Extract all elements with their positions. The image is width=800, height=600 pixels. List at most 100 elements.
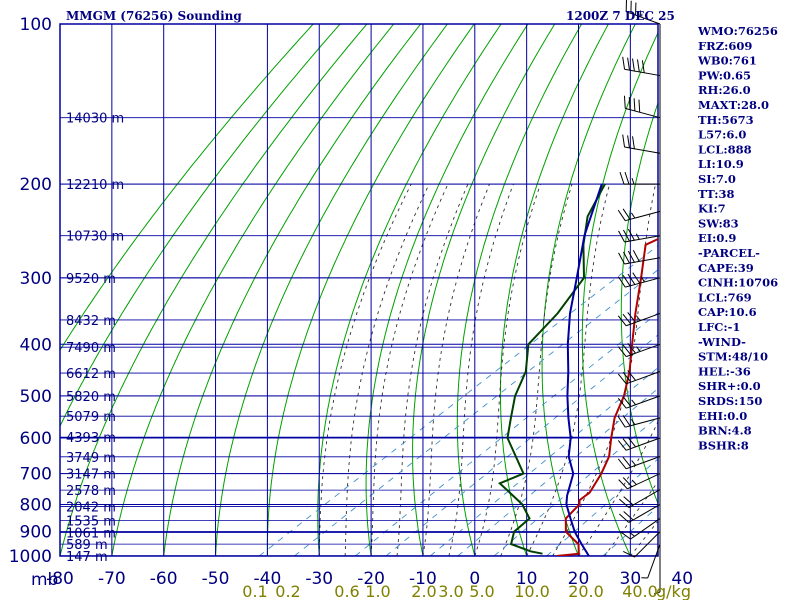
pressure-tick-label: 700 <box>20 465 52 485</box>
mixing-ratio-label: 3.0 <box>438 582 463 600</box>
dry-adiabat <box>499 24 609 556</box>
height-label: 8432 m <box>66 314 116 329</box>
index-line: CAP:10.6 <box>698 305 757 319</box>
pressure-tick-label: 1000 <box>9 547 52 567</box>
wind-barb <box>622 56 661 77</box>
dry-adiabat <box>620 101 658 505</box>
parcel-line <box>565 183 603 556</box>
index-line: WB0:761 <box>697 54 757 68</box>
wind-barb <box>622 134 661 154</box>
moist-adiabat <box>370 183 449 556</box>
height-label: 2578 m <box>66 484 116 499</box>
moist-adiabat <box>422 183 490 556</box>
index-line: SI:7.0 <box>698 172 736 186</box>
index-line: KI:7 <box>698 202 726 216</box>
wind-barb <box>617 456 661 470</box>
dry-adiabat <box>365 24 529 556</box>
height-label: 5820 m <box>66 390 116 405</box>
pressure-tick-label: 600 <box>20 429 52 449</box>
wind-barb <box>617 436 661 451</box>
height-label: 10730 m <box>66 230 124 245</box>
temperature-tick-label: -60 <box>150 569 178 589</box>
temperature-tick-label: -30 <box>305 569 333 589</box>
height-label: 1061 m <box>66 526 116 541</box>
dewpoint-line <box>497 183 606 555</box>
dry-adiabat <box>317 24 502 556</box>
height-label: 7490 m <box>66 341 116 356</box>
index-line: L57:6.0 <box>698 128 746 142</box>
mixing-ratio-label: 10.0 <box>514 582 550 600</box>
dry-adiabat <box>60 24 368 556</box>
index-line: SW:83 <box>698 216 739 230</box>
height-label: 12210 m <box>66 178 124 193</box>
index-line: RH:26.0 <box>698 83 751 97</box>
wind-barb <box>641 543 661 579</box>
temperature-tick-label: 0 <box>469 569 480 589</box>
grid <box>59 23 659 557</box>
temperature-tick-label: -80 <box>46 569 74 589</box>
height-label: 14030 m <box>66 112 124 127</box>
temperature-tick-label: -20 <box>357 569 385 589</box>
wind-barb <box>617 208 661 222</box>
mixing-ratio-label: 5.0 <box>469 582 494 600</box>
sounding-series <box>497 183 658 556</box>
moist-adiabat <box>629 520 658 556</box>
mixing-ratio-line <box>355 312 658 556</box>
moist-adiabat <box>318 183 412 556</box>
index-line: PW:0.65 <box>698 68 751 82</box>
pressure-tick-label: 900 <box>20 523 52 543</box>
mixing-ratio-line <box>258 245 658 556</box>
wind-barb <box>620 518 661 540</box>
pressure-tick-label: 800 <box>20 495 52 515</box>
temperature-tick-label: 10 <box>516 569 538 589</box>
mixing-ratio-label: 20.0 <box>568 582 604 600</box>
mixing-ratio-label: 1.0 <box>365 582 390 600</box>
dry-adiabat <box>541 24 636 556</box>
index-line: LCL:769 <box>698 290 752 304</box>
wind-barb <box>623 95 661 119</box>
index-line: LFC:-1 <box>698 320 740 334</box>
mixing-ratio-line <box>602 506 658 556</box>
height-label: 9520 m <box>66 272 116 287</box>
height-label: 2042 m <box>66 500 116 515</box>
wind-barb <box>617 272 661 288</box>
plot-frame <box>59 23 659 557</box>
dry-adiabat <box>456 24 583 556</box>
wind-barb <box>617 415 661 428</box>
height-label: 6612 m <box>66 367 116 382</box>
index-panel: WMO:76256FRZ:609WB0:761PW:0.65RH:26.0MAX… <box>697 24 778 452</box>
wind-barb <box>618 250 661 265</box>
index-line: HEL:-36 <box>698 364 751 378</box>
moist-adiabat <box>344 183 430 556</box>
dry-adiabat <box>581 31 658 556</box>
valid-time: 1200Z 7 DEC 25 <box>566 9 675 23</box>
wind-barb <box>653 556 661 595</box>
temperature-tick-label: 30 <box>620 569 642 589</box>
moist-adiabat <box>578 420 658 556</box>
index-line: EHI:0.0 <box>698 409 747 423</box>
moist-adiabat <box>448 183 514 556</box>
height-label: 589 m <box>66 538 108 553</box>
index-line: TT:38 <box>698 187 735 201</box>
moist-adiabat <box>396 183 469 556</box>
wind-barb <box>617 312 661 327</box>
pressure-tick-label: 300 <box>20 269 52 289</box>
mixing-ratio-line <box>546 458 658 556</box>
pressure-tick-label: 100 <box>20 15 52 35</box>
pressure-tick-label: 400 <box>20 335 52 355</box>
wind-barb <box>625 0 661 25</box>
temperature-tick-label: 20 <box>568 569 590 589</box>
mixing-ratio-label: 2.0 <box>411 582 436 600</box>
wind-barb <box>619 489 661 508</box>
wind-barb <box>618 228 661 243</box>
mixing-ratio-line <box>385 334 658 556</box>
wind-barb <box>619 171 660 185</box>
index-line: BSHR:8 <box>698 438 749 452</box>
mixing-ratio-label: 0.6 <box>334 582 359 600</box>
pressure-tick-label: 500 <box>20 387 52 407</box>
dry-adiabat <box>111 24 395 556</box>
mixing-ratio-line <box>294 269 658 556</box>
pressure-unit-label: mb <box>31 570 58 590</box>
